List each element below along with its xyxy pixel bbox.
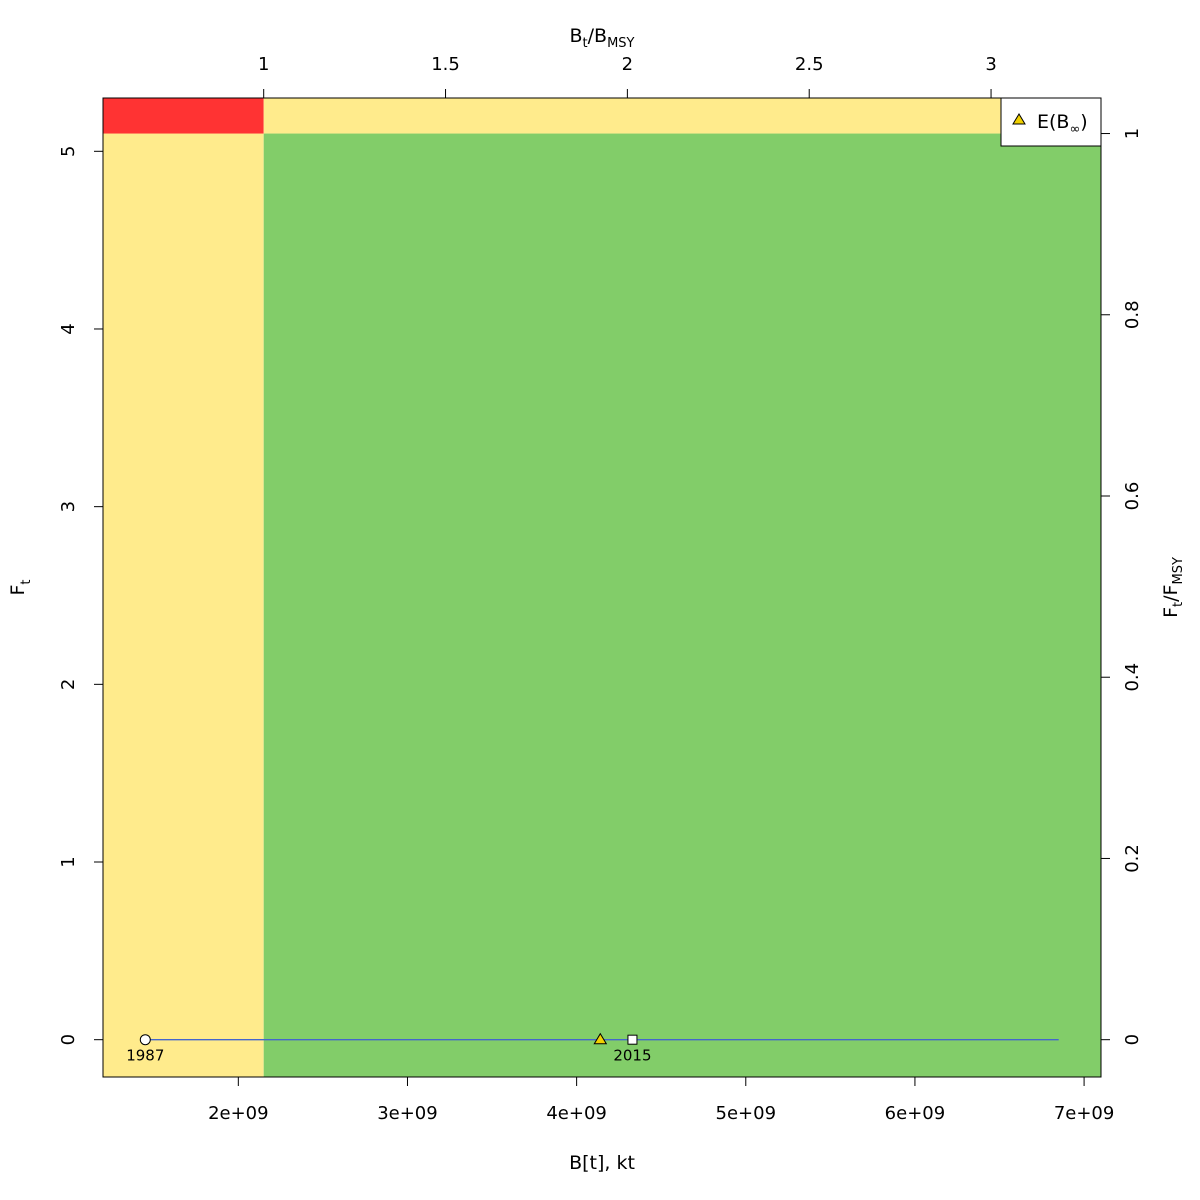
bottom-tick-label: 6e+09 — [885, 1103, 946, 1124]
zone-yellow-left — [103, 133, 264, 1077]
legend-label-main: E(B — [1037, 111, 1069, 133]
top-tick-label: 1.5 — [431, 54, 460, 75]
left-axis: 0 1 2 3 4 5 — [58, 146, 104, 1045]
legend-label-end: ) — [1080, 111, 1087, 133]
right-axis-title-main: F — [1160, 607, 1182, 618]
legend: E(B∞) — [1000, 97, 1102, 147]
zone-green — [263, 133, 1101, 1077]
right-axis-title-sub2: MSY — [1171, 557, 1186, 584]
bottom-tick-label: 4e+09 — [546, 1103, 607, 1124]
right-tick-label: 0.8 — [1122, 300, 1143, 329]
end-point — [627, 1034, 638, 1045]
bottom-tick-label: 2e+09 — [208, 1103, 269, 1124]
right-axis: 0 0.2 0.4 0.6 0.8 1 — [1100, 128, 1143, 1045]
left-tick-label: 0 — [58, 1034, 79, 1045]
right-axis-title: Ft/FMSY — [1160, 557, 1186, 618]
left-tick-label: 1 — [58, 856, 79, 867]
top-axis: 1 1.5 2 2.5 3 — [258, 54, 997, 99]
left-tick-label: 2 — [58, 679, 79, 690]
start-point — [139, 1034, 151, 1046]
right-tick-label: 0.4 — [1122, 663, 1143, 692]
y-axis-title-sub: t — [19, 579, 34, 584]
right-tick-label: 1 — [1122, 128, 1143, 139]
bottom-tick-label: 5e+09 — [716, 1103, 777, 1124]
zone-red — [103, 98, 264, 134]
y-axis-title: Ft — [7, 579, 34, 595]
left-tick-label: 3 — [58, 501, 79, 512]
expected-biomass-triangle — [593, 1032, 608, 1045]
left-tick-label: 5 — [58, 146, 79, 157]
left-tick-label: 4 — [58, 323, 79, 334]
zones — [103, 98, 1101, 1077]
y-axis-title-main: F — [7, 585, 29, 596]
bottom-axis: 2e+09 3e+09 4e+09 5e+09 6e+09 7e+09 — [208, 1076, 1115, 1124]
top-axis-title-main: B — [569, 25, 582, 47]
right-axis-title-sep: /F — [1160, 585, 1182, 602]
zone-yellow-top — [263, 98, 1101, 134]
legend-label-sub: ∞ — [1069, 122, 1080, 137]
right-axis-title-sub1: t — [1171, 602, 1186, 607]
right-tick-label: 0 — [1122, 1034, 1143, 1045]
top-tick-label: 1 — [258, 54, 269, 75]
bottom-tick-label: 7e+09 — [1054, 1103, 1115, 1124]
x-axis-title: B[t], kt — [569, 1152, 635, 1174]
top-tick-label: 2 — [622, 54, 633, 75]
top-tick-label: 2.5 — [795, 54, 824, 75]
top-axis-title-sub2: MSY — [607, 36, 634, 51]
legend-triangle-icon — [1012, 113, 1026, 125]
top-tick-label: 3 — [985, 54, 996, 75]
top-axis-title: Bt/BMSY — [569, 25, 634, 51]
start-year-label: 1987 — [126, 1047, 164, 1065]
bottom-tick-label: 3e+09 — [377, 1103, 438, 1124]
end-year-label: 2015 — [613, 1047, 651, 1065]
trajectory-group: 1987 2015 — [126, 1032, 1059, 1065]
right-tick-label: 0.6 — [1122, 482, 1143, 511]
top-axis-title-sep: /B — [588, 25, 607, 47]
top-axis-title-sub1: t — [583, 36, 588, 51]
legend-label: E(B∞) — [1037, 111, 1088, 137]
right-tick-label: 0.2 — [1122, 844, 1143, 873]
